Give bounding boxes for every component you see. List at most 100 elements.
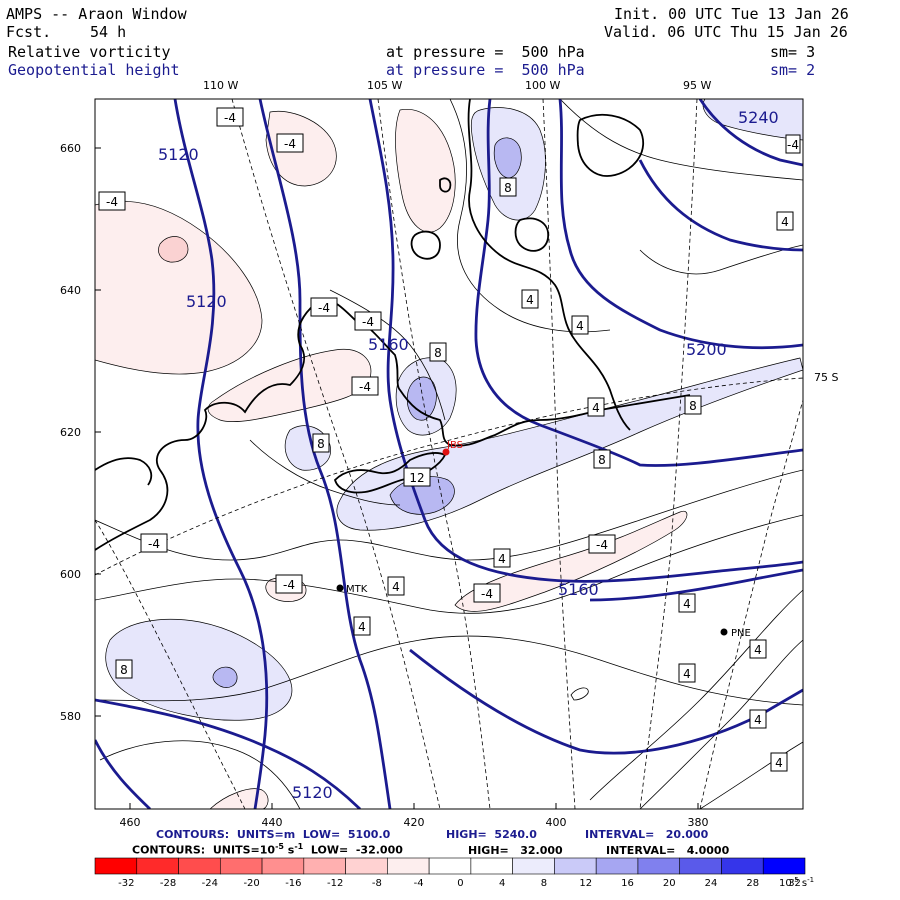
coastline-island-1: [410, 230, 441, 260]
lon-label-95w: 95 W: [683, 79, 711, 92]
colorbar-label: 12: [579, 878, 592, 889]
colorbar-swatch: [679, 857, 722, 875]
vorticity-labels: -4 -4 -4 -4 -4 -4 -4 -4 -4 -4 -4 8 8 8 8…: [98, 107, 801, 772]
vort-contour-9: [589, 589, 803, 801]
vort-label: -4: [106, 195, 118, 209]
pos-shade-southwest: [105, 619, 293, 721]
vort-label: -4: [787, 138, 799, 152]
colorbar-label: -8: [372, 878, 382, 889]
field2-smoothing: sm= 2: [770, 61, 816, 79]
coastline-main: [95, 298, 691, 551]
height-contour-5160-south: [95, 698, 361, 809]
vort-label: 8: [434, 346, 442, 360]
y-tick-640: 640: [60, 284, 81, 297]
colorbar-swatch: [387, 857, 430, 875]
height-label-5200: 5200: [686, 340, 727, 359]
meridian-95w: [639, 99, 698, 809]
station-mtk-label: MTK: [346, 584, 368, 595]
plot-area: -4 -4 -4 -4 -4 -4 -4 -4 -4 -4 -4 8 8 8 8…: [95, 99, 803, 809]
colorbar-label: 0: [457, 878, 463, 889]
colorbar-swatch: [512, 857, 555, 875]
height-label-5120-b: 5120: [186, 292, 227, 311]
coastline-peninsula: [467, 99, 631, 431]
footer-height-interval: INTERVAL= 20.000: [585, 828, 709, 841]
vort-label: -4: [224, 111, 236, 125]
colorbar-swatch: [136, 857, 179, 875]
station-jbs-label: JBS: [446, 440, 463, 451]
neg-shade-west: [95, 200, 263, 375]
neg-shade-south-center: [454, 510, 688, 612]
vort-label: 4: [576, 319, 584, 333]
footer-vort-low: LOW= -32.000: [303, 843, 403, 857]
vort-label: 4: [358, 620, 366, 634]
field1-name: Relative vorticity: [8, 43, 171, 61]
colorbar-label: -4: [414, 878, 424, 889]
colorbar: -32 -28 -24 -20 -16 -12 -8 -4 0 4 8 12 16 20 24 28 3210-…: [94, 857, 814, 889]
vort-contour-6: [249, 439, 401, 506]
coastline-west-a: [95, 457, 153, 486]
lon-label-110w: 110 W: [203, 79, 238, 92]
latlon-grid: [95, 99, 803, 809]
negative-vorticity-shading: [95, 108, 688, 809]
height-contour-5240: [698, 99, 803, 167]
y-tick-580: 580: [60, 710, 81, 723]
footer-vort-interval: INTERVAL= 4.0000: [606, 844, 730, 857]
height-contour-5200: [558, 99, 803, 350]
field1-level: at pressure = 500 hPa: [386, 43, 585, 61]
vort-label: 4: [754, 643, 762, 657]
height-contour-east-low: [589, 568, 803, 602]
colorbar-swatch: [762, 857, 806, 875]
vort-label: -4: [283, 578, 295, 592]
colorbar-units: 10-5 s-1: [779, 876, 814, 889]
lon-label-105w: 105 W: [367, 79, 402, 92]
vort-label: 8: [598, 453, 606, 467]
init-time: Init. 00 UTC Tue 13 Jan 26: [614, 5, 849, 23]
parallel-75s: [95, 377, 803, 576]
tick-marks: [95, 147, 699, 809]
vort-label: -4: [362, 315, 374, 329]
map-title: AMPS -- Araon Window: [6, 5, 187, 23]
forecast-label: Fcst.: [6, 23, 52, 41]
colorbar-label: -12: [327, 878, 343, 889]
vort-contour-4: [99, 740, 301, 809]
footer-vort-exp2: -1: [294, 842, 304, 851]
neg-shade-bottom: [209, 788, 269, 809]
colorbar-label: -20: [243, 878, 259, 889]
vort-label: -4: [284, 137, 296, 151]
colorbar-label: 8: [541, 878, 547, 889]
vort-label: 8: [120, 663, 128, 677]
neg-shade-west-core: [158, 236, 189, 263]
vort-label: 4: [683, 667, 691, 681]
vort-contour-11: [699, 741, 803, 809]
colorbar-swatch: [178, 857, 221, 875]
x-tick-460: 460: [120, 816, 141, 829]
colorbar-swatch: [94, 857, 138, 875]
colorbar-label: 32: [788, 878, 801, 889]
colorbar-swatch: [470, 857, 513, 875]
pos-shade-north-core: [493, 137, 522, 179]
colorbar-swatch: [637, 857, 681, 875]
footer-height-units: CONTOURS: UNITS=m LOW= 5100.0: [156, 828, 391, 841]
vort-label: 8: [689, 399, 697, 413]
meridian-110w: [231, 99, 441, 809]
vort-contour-12: [570, 687, 589, 701]
height-contours: [95, 99, 803, 809]
neg-shade-north-east: [395, 108, 456, 233]
vort-label: 4: [498, 552, 506, 566]
colorbar-label: -28: [160, 878, 176, 889]
vort-label-12: 12: [409, 471, 424, 485]
coastline-island-3: [514, 217, 549, 252]
height-contour-5120-west: [173, 99, 269, 809]
meridian-extra-2: [699, 399, 803, 809]
lat-label-75s: 75 S: [814, 371, 838, 384]
colorbar-swatch: [219, 857, 263, 875]
colorbar-swatch: [428, 857, 472, 875]
height-label-5160-a: 5160: [368, 335, 409, 354]
field2-level: at pressure = 500 hPa: [386, 61, 585, 79]
colorbar-label: -16: [285, 878, 301, 889]
footer-vort-units: CONTOURS: UNITS=10-5 s-1 LOW= -32.000: [132, 842, 403, 857]
vorticity-contours: [95, 99, 803, 809]
coastline-islands-east: [576, 113, 645, 177]
valid-time: Valid. 06 UTC Thu 15 Jan 26: [604, 23, 848, 41]
vort-label: -4: [148, 537, 160, 551]
